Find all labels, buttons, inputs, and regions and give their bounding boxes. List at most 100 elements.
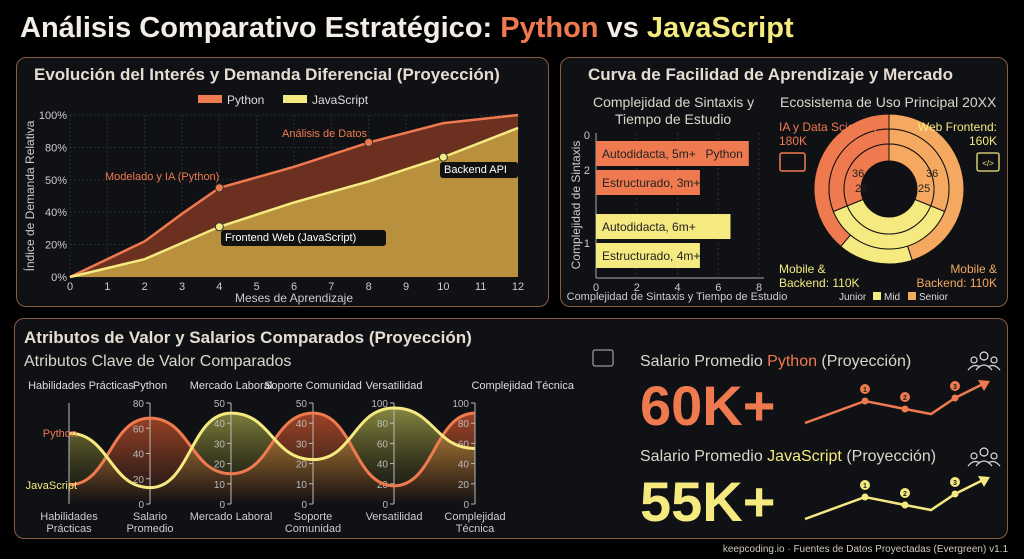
tick-label: 20 [377,480,389,491]
javascript-milestone-number: 2 [903,491,907,498]
annotation-label: Backend API [444,164,507,176]
x-tick-label: 0 [593,282,599,294]
y-tick-label: 2 [584,165,590,177]
python-milestone-point [951,394,959,402]
javascript-milestone-number: 1 [863,483,867,490]
tick-label: 60 [133,424,145,435]
ring-label: 25 [918,183,930,195]
donut-label-mobile-right: Mobile & [950,262,997,276]
tick-label: 20 [458,480,470,491]
series-label-python: Python [43,428,77,440]
javascript-trend-line [804,477,986,521]
tick-label: 60 [458,439,470,450]
python-milestone-number: 1 [863,387,867,394]
axis-bottom-label: Técnica [456,523,495,535]
python-milestone-badge [860,384,870,394]
y-tick-label: 80% [45,142,67,154]
x-tick-label: 10 [437,281,449,293]
javascript-milestone-badge [950,477,960,487]
python-salary-label: Salario Promedio Python (Proyección) [640,353,911,371]
python-salary-value: 60K+ [640,374,776,437]
label-text: Salario Promedio [640,353,768,370]
javascript-line [68,406,476,490]
legend-mid: Mid [884,292,900,303]
bar-label: Estructurado, 3m+ [602,176,700,190]
donut-value-mobile-left: Backend: 110K [779,276,860,290]
tick-label: 100 [452,399,469,410]
javascript-milestone-point [901,501,909,509]
python-milestone-point [901,405,909,413]
annotation-label: Frontend Web (JavaScript) [225,232,356,244]
axis-bottom-label: Salario [133,511,167,523]
python-trend-line [804,381,986,425]
axis-bottom-label: Mercado Laboral [190,511,273,523]
annotation-point [364,138,374,148]
annotation-label: Análisis de Datos [282,128,367,140]
y-tick-label: 100% [39,110,67,122]
bar-subtitle-2: Tiempo de Estudio [615,111,732,127]
x-axis-label: Complejidad de Sintaxis y Tiempo de Estu… [567,291,788,303]
javascript-people-icon [967,447,1001,467]
tick-label: 100 [371,399,388,410]
js-salary-value: 55K+ [640,470,776,533]
x-tick-label: 9 [403,281,409,293]
annotation-box [221,230,386,246]
label-text: (Proyección) [816,353,912,370]
y-tick-label: 20% [45,240,67,252]
bar-label: Estructurado, 4m+ [602,249,700,263]
x-tick-label: 5 [254,281,260,293]
annotation-label: Modelado y IA (Python) [105,171,219,183]
python-milestone-number: 3 [953,384,957,391]
x-axis-label: Meses de Aprendizaje [235,291,353,305]
title-javascript: JavaScript [646,12,794,44]
donut-value-ia: 180K [779,134,807,148]
x-tick-label: 2 [634,282,640,294]
donut-inner-ia [843,143,890,207]
donut-label-ia: IA y Data Science: [779,120,877,134]
title-python: Python [500,12,599,44]
javascript-milestone-number: 3 [953,480,957,487]
label-lang: Python [767,353,817,370]
legend-junior: Junior [839,292,867,303]
demand-chart: 0 1 2 3 4 5 6 7 8 9 10 11 120%20%40%50%80%100%Meses … [22,93,524,305]
tick-label: 40 [133,450,145,461]
tick-label: 0 [463,500,469,511]
bar [596,214,731,239]
tick-label: 30 [296,439,308,450]
x-tick-label: 11 [475,281,486,293]
python-milestone-number: 2 [903,395,907,402]
tick-label: 80 [377,419,389,430]
javascript-milestone-point [861,493,869,501]
axis-bottom-label: Comunidad [285,523,341,535]
bar-subtitle-1: Complejidad de Sintaxis y [593,94,755,110]
y-axis-label: Índice de Demanda Relativa [22,120,37,271]
axis-top-label: Habilidades Prácticas [28,380,134,392]
x-tick-label: 3 [179,281,185,293]
x-tick-label: 8 [756,282,762,294]
tick-label: 0 [219,500,225,511]
x-tick-label: 4 [674,282,680,294]
tick-label: 60 [377,439,389,450]
donut-value-mobile-right: Backend: 110K [916,276,997,290]
python-milestone-badge [950,381,960,391]
axis-bottom-label: Promedio [126,523,173,535]
bar [596,243,700,268]
y-tick-label: 50% [45,175,67,187]
x-tick-label: 2 [142,281,148,293]
x-tick-label: 0 [67,281,73,293]
y-tick-label: 0% [51,272,67,284]
x-tick-label: 6 [715,282,721,294]
tick-label: 20 [296,460,308,471]
y-axis-label: Complejidad de Sintaxis [569,141,583,270]
tick-label: 50 [214,399,226,410]
axis-bottom-label: Soporte [294,511,333,523]
ring-label: 25 [855,183,867,195]
axis-top-label: Python [133,380,167,392]
legend-swatch-python [198,95,222,103]
x-tick-label: 1 [104,281,110,293]
bar [596,170,700,195]
tick-label: 20 [133,475,145,486]
axis-top-label: Mercado Laboral [190,380,273,392]
tick-label: 80 [133,399,145,410]
demand-title: Evolución del Interés y Demanda Diferenc… [34,65,500,84]
